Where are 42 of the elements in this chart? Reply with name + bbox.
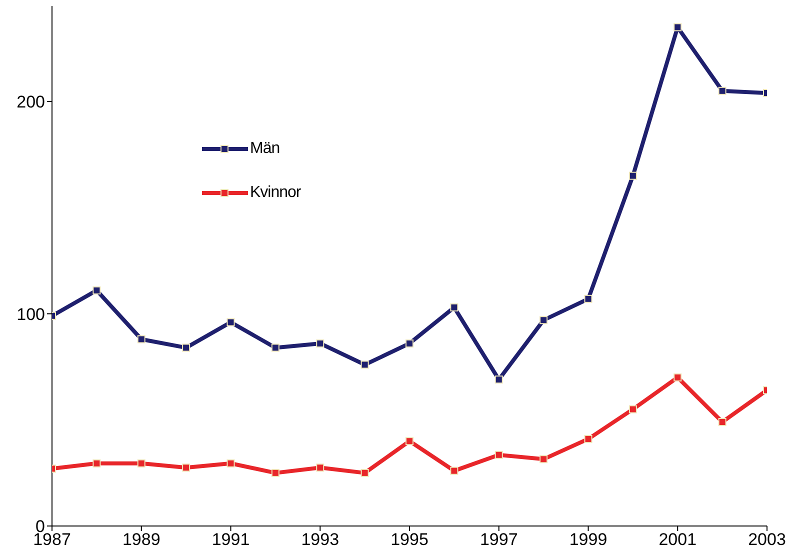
- point: [137, 459, 146, 468]
- point: [406, 437, 414, 446]
- point: [494, 376, 503, 384]
- y-tick-label: 100: [16, 304, 45, 324]
- x-tick-label: 1993: [301, 530, 340, 550]
- x-tick-label: 1989: [122, 530, 160, 550]
- point: [316, 464, 324, 472]
- point: [718, 86, 726, 95]
- point: [182, 464, 190, 472]
- point: [226, 459, 235, 468]
- point: [182, 344, 190, 352]
- legend-label: Kvinnor: [250, 184, 301, 202]
- point: [584, 434, 592, 443]
- point: [540, 455, 548, 464]
- point: [450, 466, 458, 475]
- point: [494, 450, 503, 459]
- point: [92, 459, 101, 468]
- point: [271, 468, 280, 477]
- point: [226, 318, 235, 326]
- x-tick-label: 1999: [569, 530, 608, 550]
- point: [584, 294, 592, 303]
- point: [674, 373, 682, 382]
- x-tick-label: 1991: [212, 530, 250, 550]
- x-tick-label: 2001: [658, 530, 697, 550]
- x-tick-label: 1997: [480, 530, 518, 550]
- x-tick-label: 1995: [390, 530, 428, 550]
- point: [628, 172, 637, 180]
- y-tick-label: 200: [16, 92, 45, 112]
- point: [540, 316, 548, 324]
- point: [92, 286, 101, 294]
- x-tick-label: 2003: [748, 530, 786, 550]
- point: [360, 360, 369, 369]
- point: [271, 344, 280, 352]
- legend-label: Män: [250, 140, 280, 158]
- point: [406, 339, 414, 348]
- point: [628, 405, 637, 414]
- point: [137, 335, 146, 344]
- point: [718, 418, 726, 426]
- point: [450, 303, 458, 312]
- point: [360, 468, 369, 477]
- point: [316, 339, 324, 348]
- point: [674, 23, 682, 32]
